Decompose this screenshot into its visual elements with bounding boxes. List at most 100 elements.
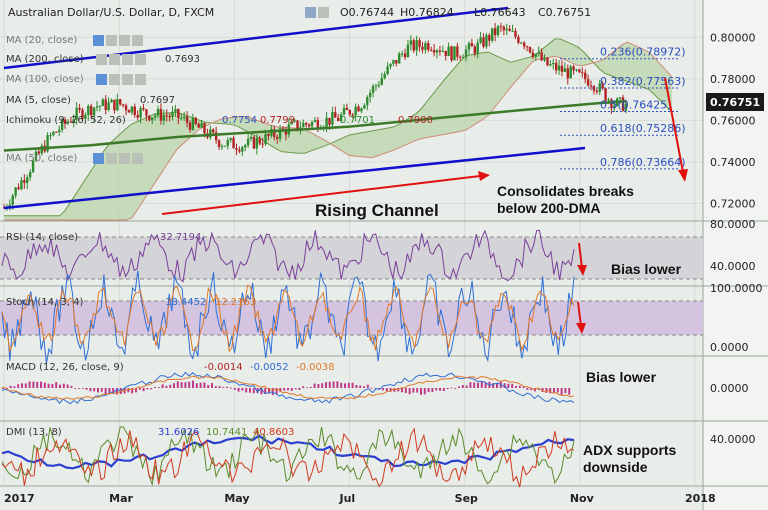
- candle-body: [235, 148, 238, 150]
- candle-body: [348, 110, 352, 115]
- settings-icon[interactable]: [106, 153, 117, 164]
- candle-body: [148, 115, 151, 121]
- time-tick-label: Mar: [109, 492, 133, 505]
- macd-hist-bar: [47, 383, 50, 388]
- macd-hist-bar: [195, 383, 198, 388]
- macd-value-1: -0.0014: [204, 362, 243, 373]
- price-tick-label: 0.78000: [710, 73, 756, 86]
- channel-upper-line[interactable]: [3, 6, 509, 70]
- ichimoku-value-3: 0.7701: [340, 115, 375, 126]
- macd-hist-bar: [252, 388, 255, 394]
- ma100-label[interactable]: MA (100, close): [6, 74, 84, 85]
- macd-label[interactable]: MACD (12, 26, close, 9): [6, 362, 124, 373]
- dmi-label[interactable]: DMI (13, 8): [6, 427, 62, 438]
- close-icon[interactable]: [135, 54, 146, 65]
- candle-body: [540, 52, 543, 61]
- macd-hist-bar: [347, 382, 350, 388]
- candle-body: [409, 40, 413, 45]
- candle-body: [502, 26, 506, 31]
- stoch-arrow: [577, 301, 582, 327]
- candle-body: [589, 85, 593, 87]
- macd-signal-line: [1, 375, 575, 400]
- macd-hist-bar: [85, 388, 88, 390]
- macd-hist-bar: [423, 388, 426, 395]
- candle-body: [467, 43, 471, 50]
- candle-body: [418, 40, 421, 47]
- settings-icon[interactable]: [106, 35, 117, 46]
- macd-hist-bar: [427, 388, 430, 393]
- candle-body: [368, 92, 372, 98]
- eye-icon[interactable]: [96, 74, 107, 85]
- candle-body: [435, 50, 439, 53]
- last-price: 0.76751: [710, 96, 760, 109]
- candle-body: [488, 35, 491, 41]
- ma200-label[interactable]: MA (200, close): [6, 54, 84, 65]
- settings-icon[interactable]: [318, 7, 329, 18]
- candle-body: [156, 108, 160, 116]
- candle-body: [264, 133, 267, 145]
- close-icon[interactable]: [135, 74, 146, 85]
- macd-hist-bar: [477, 382, 479, 388]
- dmi-value-1: 31.6026: [158, 427, 199, 438]
- settings-icon[interactable]: [109, 54, 120, 65]
- eye-icon[interactable]: [305, 7, 316, 18]
- ohlc-low: L0.76643: [474, 6, 526, 19]
- indicator-tick-label: 80.0000: [710, 218, 756, 231]
- macd-hist-bar: [66, 384, 69, 388]
- ma20-label[interactable]: MA (20, close): [6, 35, 77, 46]
- eye-icon[interactable]: [93, 35, 104, 46]
- macd-hist-bar: [340, 382, 343, 388]
- price-tick-label: 0.76000: [710, 114, 756, 127]
- candle-body: [116, 99, 119, 111]
- macd-hist-bar: [389, 388, 392, 392]
- remove-icon[interactable]: [122, 74, 133, 85]
- candle-body: [133, 106, 136, 116]
- macd-hist-bar: [28, 381, 31, 388]
- candle-body: [214, 132, 218, 141]
- eye-icon[interactable]: [96, 54, 107, 65]
- macd-hist-bar: [530, 388, 533, 391]
- channel-lower-line[interactable]: [3, 146, 586, 210]
- close-icon[interactable]: [132, 153, 143, 164]
- rsi-label[interactable]: RSI (14, close): [6, 232, 78, 243]
- indicator-tick-label: 0.0000: [710, 382, 749, 395]
- close-icon[interactable]: [132, 35, 143, 46]
- candle-body: [412, 40, 415, 51]
- eye-icon[interactable]: [93, 153, 104, 164]
- symbol-title[interactable]: Australian Dollar/U.S. Dollar, D, FXCM: [8, 6, 214, 19]
- price-axis[interactable]: [703, 0, 768, 510]
- remove-icon[interactable]: [119, 153, 130, 164]
- candle-body: [273, 129, 276, 137]
- candle-body: [517, 36, 520, 43]
- candle-body: [429, 49, 433, 51]
- ichimoku-label[interactable]: Ichimoku (9, 26, 52, 26): [6, 115, 126, 126]
- candle-body: [366, 97, 369, 106]
- candle-body: [58, 130, 61, 133]
- macd-hist-bar: [461, 385, 464, 388]
- macd-hist-bar: [108, 388, 111, 395]
- macd-hist-bar: [233, 388, 236, 390]
- consolidates-label-line2: below 200-DMA: [497, 200, 600, 216]
- candle-body: [479, 37, 482, 43]
- ohlc-high: H0.76824: [400, 6, 454, 19]
- time-axis[interactable]: 2017 Mar May Jul Sep Nov 2018: [4, 492, 716, 505]
- candle-body: [194, 117, 198, 124]
- stoch-label[interactable]: Stoch (14, 3, 4): [6, 297, 83, 308]
- arrow-head-icon: [577, 265, 587, 276]
- macd-hist-bar: [287, 388, 289, 391]
- candle-body: [11, 195, 14, 205]
- ma50-label[interactable]: MA (50, close): [6, 153, 77, 164]
- candle-body: [377, 84, 381, 86]
- ma5-label[interactable]: MA (5, close): [6, 95, 71, 106]
- candle-body: [537, 52, 540, 54]
- settings-icon[interactable]: [109, 74, 120, 85]
- macd-hist-bar: [484, 382, 487, 388]
- macd-hist-bar: [416, 388, 419, 393]
- macd-hist-bar: [116, 388, 118, 395]
- header-buttons[interactable]: [305, 7, 329, 18]
- remove-icon[interactable]: [119, 35, 130, 46]
- remove-icon[interactable]: [122, 54, 133, 65]
- candle-body: [238, 149, 241, 152]
- macd-hist-bar: [359, 385, 362, 388]
